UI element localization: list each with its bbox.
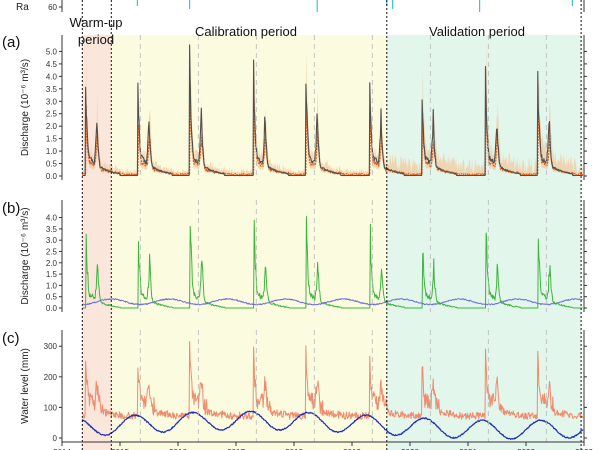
y-tick-label: 4.5 — [46, 60, 58, 69]
series-observed — [82, 44, 583, 177]
x-axis: 2014 2015 2016 2017 2018 2019 2020 2021 2022 2023 — [53, 441, 593, 450]
y-tick-label: 3.0 — [46, 236, 58, 245]
y-tick-label: 5.0 — [46, 47, 58, 56]
y-tick-label: 1.0 — [46, 281, 58, 290]
x-tick-label: 2016 — [169, 448, 187, 450]
period-label-validation: Validation period — [429, 24, 525, 39]
x-tick-label: 2021 — [459, 448, 477, 450]
x-tick-label: 2017 — [227, 448, 245, 450]
series-surface-flow — [82, 216, 583, 309]
y-tick-label: 1.5 — [46, 270, 58, 279]
period-label-calibration: Calibration period — [195, 24, 297, 39]
y-tick-label: 3.5 — [46, 85, 58, 94]
y-tick-label: 300 — [44, 342, 58, 351]
y-tick-label: 4.0 — [46, 214, 58, 223]
period-bg-1 — [111, 35, 387, 450]
x-tick-label: 2018 — [285, 448, 303, 450]
series-groundwater-level — [81, 410, 584, 440]
y-axis-label: Water level (mm) — [20, 348, 31, 424]
x-tick-label: 2020 — [401, 448, 419, 450]
series-surface-water-level — [82, 341, 584, 420]
period-label-warmup-1: Warm-up — [70, 15, 123, 30]
y-tick-label: 3.5 — [46, 225, 58, 234]
y-tick-label: 0.5 — [46, 293, 58, 302]
y-tick-label: 2.0 — [46, 122, 58, 131]
x-tick-label: 2023 — [575, 448, 593, 450]
y-tick-label: 1.0 — [46, 147, 58, 156]
y-axis-label: Discharge (10⁻⁶ m³/s) — [20, 59, 31, 156]
y-tick-label: 200 — [44, 373, 58, 382]
y-tick-label: 2.0 — [46, 259, 58, 268]
panel-label-c: (c) — [2, 330, 20, 347]
x-tick-label: 2015 — [111, 448, 129, 450]
period-dividers — [81, 0, 582, 450]
panel-b: 0.0 0.5 1.0 1.5 2.0 2.5 3.0 3.5 4.0 Discharge (10… — [20, 200, 587, 313]
y-tick-label: 0 — [53, 434, 58, 443]
rain-tick-label: 60 — [48, 3, 57, 12]
x-tick-label: 2014 — [53, 448, 71, 450]
y-axis-label: Discharge (10⁻⁶ m³/s) — [20, 207, 31, 304]
rainfall-panel: 60 Ra — [16, 0, 585, 13]
x-tick-label: 2019 — [343, 448, 361, 450]
period-label-warmup-2: period — [78, 32, 114, 47]
series-baseflow — [82, 298, 584, 306]
panel-label-b: (b) — [2, 200, 20, 217]
y-tick-label: 3.0 — [46, 97, 58, 106]
period-bg-2 — [386, 35, 582, 450]
y-tick-label: 0.0 — [46, 172, 58, 181]
y-tick-label: 1.5 — [46, 135, 58, 144]
rain-ylabel: Ra — [16, 2, 29, 13]
x-tick-label: 2022 — [517, 448, 535, 450]
y-tick-label: 100 — [44, 403, 58, 412]
panel-label-a: (a) — [2, 34, 20, 51]
panel-labels: (a) (b) (c) Warm-up period Calibration period… — [2, 15, 525, 347]
y-tick-label: 0.5 — [46, 160, 58, 169]
y-tick-label: 0.0 — [46, 304, 58, 313]
y-tick-label: 2.5 — [46, 110, 58, 119]
y-tick-label: 2.5 — [46, 247, 58, 256]
period-backgrounds — [82, 35, 582, 450]
y-tick-label: 4.0 — [46, 72, 58, 81]
panel-a: 0.0 0.5 1.0 1.5 2.0 2.5 3.0 3.5 4.0 4.5 5.0 Dischar… — [20, 35, 587, 181]
panel-c: 0 100 200 300 Water level (mm) — [20, 330, 587, 443]
